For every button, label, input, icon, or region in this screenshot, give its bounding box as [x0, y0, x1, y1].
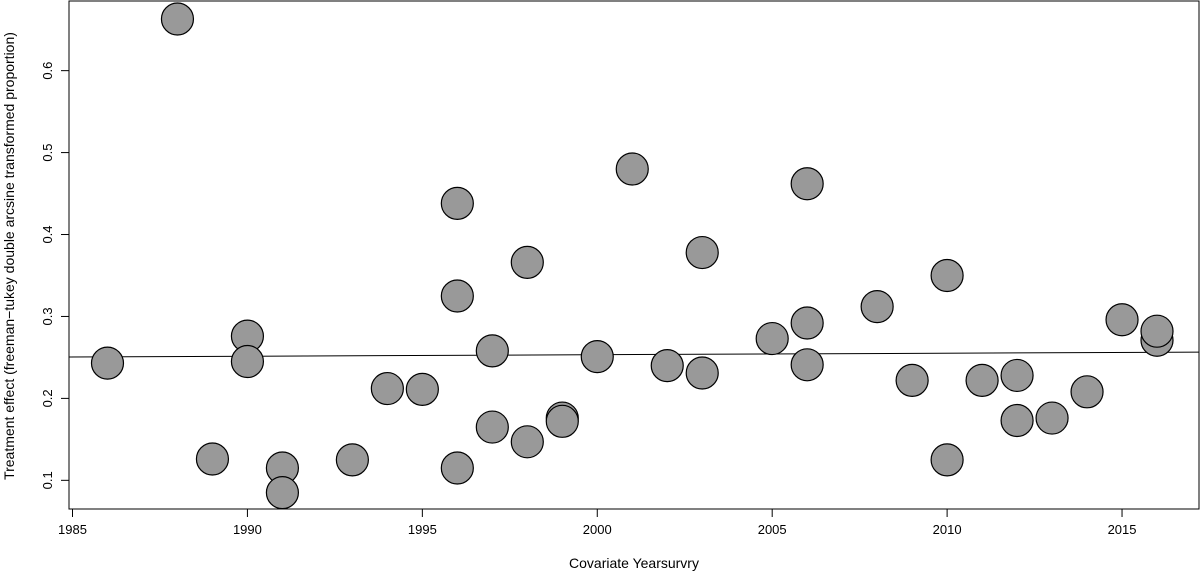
- data-point: [895, 363, 929, 397]
- data-point: [265, 476, 300, 510]
- data-point: [790, 306, 824, 340]
- data-point: [440, 451, 474, 485]
- data-point: [685, 356, 719, 390]
- data-point: [1000, 358, 1034, 393]
- data-point: [860, 290, 894, 324]
- y-tick-label: 0.6: [40, 62, 55, 80]
- data-point: [1140, 314, 1174, 348]
- data-point: [1105, 303, 1139, 337]
- x-tick-label: 2010: [933, 522, 962, 537]
- x-tick-label: 1995: [408, 522, 437, 537]
- y-tick-label: 0.2: [40, 389, 55, 407]
- plot-frame: [68, 0, 1200, 510]
- data-point: [370, 371, 404, 406]
- data-point: [790, 348, 824, 382]
- data-point: [790, 167, 824, 201]
- y-tick-label: 0.3: [40, 307, 55, 325]
- data-point: [440, 186, 474, 220]
- y-tick-label: 0.1: [40, 471, 55, 489]
- x-tick-label: 1985: [58, 522, 87, 537]
- data-point: [615, 152, 649, 186]
- data-point: [580, 340, 614, 374]
- data-point: [90, 346, 125, 380]
- data-point: [475, 334, 509, 368]
- x-tick-label: 2015: [1108, 522, 1137, 537]
- x-tick-label: 2000: [583, 522, 612, 537]
- y-tick-label: 0.4: [40, 225, 55, 243]
- data-point: [195, 442, 230, 476]
- data-point: [510, 425, 544, 459]
- data-point: [685, 235, 719, 270]
- data-point: [440, 279, 474, 313]
- data-point: [545, 404, 579, 438]
- data-point: [965, 363, 999, 397]
- data-point: [475, 410, 509, 444]
- y-axis: 0.1 0.2 0.3 0.4 0.5 0.6: [40, 62, 70, 489]
- data-point: [1070, 375, 1104, 409]
- data-point: [930, 443, 964, 477]
- data-point: [230, 344, 265, 379]
- x-tick-label: 1990: [233, 522, 262, 537]
- y-axis-title: Treatment effect (freeman−tukey double a…: [1, 32, 17, 480]
- data-point: [650, 349, 684, 383]
- data-point: [335, 443, 369, 477]
- data-points: [90, 2, 1174, 510]
- data-point: [405, 372, 439, 406]
- x-tick-label: 2005: [758, 522, 787, 537]
- data-point: [755, 321, 789, 356]
- data-point: [510, 245, 544, 279]
- data-point: [930, 258, 964, 293]
- x-axis-title: Covariate Yearsurvry: [569, 555, 699, 571]
- y-tick-label: 0.5: [40, 144, 55, 162]
- x-axis: 1985 1990 1995 2000 2005 2010 2015: [58, 508, 1137, 537]
- data-point: [160, 2, 195, 36]
- data-point: [1000, 403, 1034, 438]
- data-point: [1035, 401, 1069, 435]
